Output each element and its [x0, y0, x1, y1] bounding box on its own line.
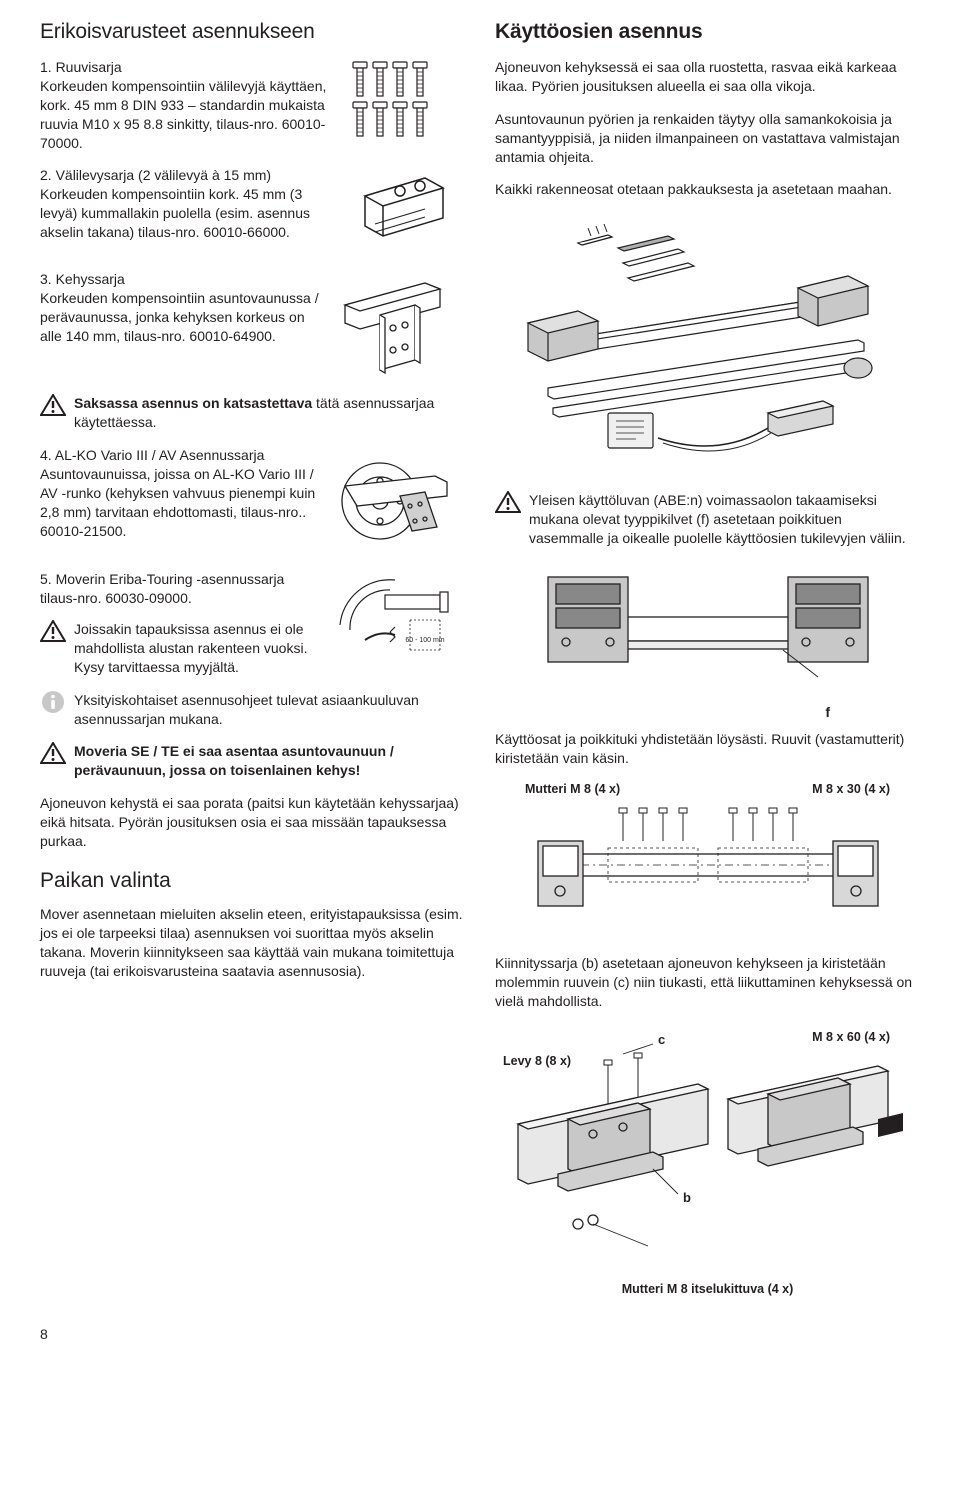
- item-3: 3. Kehyssarja Korkeuden kompensointiin a…: [40, 270, 465, 380]
- left-para-1: Ajoneuvon kehystä ei saa porata (paitsi …: [40, 794, 465, 851]
- crossbar-assembly-figure: [495, 806, 920, 936]
- warn1-bold: Saksassa asennus on katsastettava: [74, 395, 316, 411]
- left-heading-2: Paikan valinta: [40, 869, 465, 893]
- screws-icon: [345, 58, 465, 138]
- right-para-5: Kiinnityssarja (b) asetetaan ajoneuvon k…: [495, 954, 920, 1011]
- warn2-text: Joissakin tapauksissa asennus ei ole mah…: [74, 620, 323, 677]
- svg-text:b: b: [683, 1190, 691, 1205]
- item4-lead: 4. AL-KO Vario III / AV Asennussarja: [40, 447, 264, 463]
- item-4: 4. AL-KO Vario III / AV Asennussarja Asu…: [40, 446, 465, 556]
- item4-bold: tarvitaan ehdottomasti,: [95, 504, 237, 520]
- warning-icon: [40, 620, 66, 642]
- left-heading-1: Erikoisvarusteet asennukseen: [40, 20, 465, 44]
- item-2: 2. Välilevysarja (2 välilevyä à 15 mm) K…: [40, 166, 465, 256]
- label-m8x60: M 8 x 60 (4 x): [812, 1030, 890, 1044]
- label-itselukittuva: Mutteri M 8 itselukittuva (4 x): [495, 1282, 920, 1296]
- svg-text:c: c: [658, 1032, 665, 1047]
- spacer-icon: [345, 166, 465, 256]
- item-5: 5. Moverin Eriba-Touring -asennussarja t…: [40, 570, 465, 676]
- info-1: Yksityiskohtaiset asennusohjeet tulevat …: [40, 691, 465, 729]
- f-label: f: [495, 704, 920, 720]
- info1-text: Yksityiskohtaiset asennusohjeet tulevat …: [74, 691, 465, 729]
- right-column: Käyttöosien asennus Ajoneuvon kehyksessä…: [495, 20, 920, 1296]
- item2-body: Korkeuden kompensointiin kork. 45 mm (3 …: [40, 186, 310, 240]
- item2-lead: 2. Välilevysarja (2 välilevyä à 15 mm): [40, 167, 271, 183]
- eriba-kit-icon: 60 - 100 mm: [335, 570, 465, 670]
- bolt-labels-row: Mutteri M 8 (4 x) M 8 x 30 (4 x): [495, 782, 920, 796]
- warning-icon: [40, 394, 66, 416]
- alko-kit-icon: [335, 446, 465, 556]
- item3-bold: alle 140 mm,: [40, 328, 120, 344]
- typeplate-figure: [495, 562, 920, 692]
- item1-body: Korkeuden kompensointiin välilevyjä käyt…: [40, 78, 326, 151]
- right-para-4: Käyttöosat ja poikkituki yhdistetään löy…: [495, 730, 920, 768]
- item3-body1: Korkeuden kompensointiin asuntovaunussa …: [40, 290, 319, 325]
- frame-kit-icon: [335, 270, 465, 380]
- exploded-view-figure: [495, 213, 920, 473]
- right-warning-1: Yleisen käyttöluvan (ABE:n) voimassaolon…: [495, 491, 920, 548]
- item5-lead: 5. Moverin Eriba-Touring -asennussarja: [40, 571, 284, 587]
- item3-body2: tilaus-nro. 60010-64900.: [120, 328, 276, 344]
- info-icon: [40, 691, 66, 713]
- label-m8x30: M 8 x 30 (4 x): [812, 782, 890, 796]
- item-1: 1. Ruuvisarja Korkeuden kompensointiin v…: [40, 58, 465, 152]
- item1-lead: 1. Ruuvisarja: [40, 59, 122, 75]
- right-para-3: Kaikki rakenneosat otetaan pakkauksesta …: [495, 180, 920, 199]
- warning-3: Moveria SE / TE ei saa asentaa asuntovau…: [40, 742, 465, 780]
- item3-lead: 3. Kehyssarja: [40, 271, 125, 287]
- right-para-2: Asuntovaunun pyörien ja renkaiden täytyy…: [495, 110, 920, 167]
- warning-1: Saksassa asennus on katsastettava tätä a…: [40, 394, 465, 432]
- item5-body: tilaus-nro. 60030-09000.: [40, 590, 192, 606]
- label-m8-nut: Mutteri M 8 (4 x): [525, 782, 620, 796]
- warn3-text: Moveria SE / TE ei saa asentaa asuntovau…: [74, 743, 394, 778]
- left-para-2: Mover asennetaan mieluiten akselin eteen…: [40, 905, 465, 981]
- bracket-mount-figure: c b Levy 8 (8 x) M 8 x 60 (4 x): [495, 1024, 920, 1264]
- warning-icon: [495, 491, 521, 513]
- left-column: Erikoisvarusteet asennukseen 1. Ruuvisar…: [40, 20, 465, 1296]
- right-heading-1: Käyttöosien asennus: [495, 20, 920, 44]
- right-para-1: Ajoneuvon kehyksessä ei saa olla ruostet…: [495, 58, 920, 96]
- label-levy: Levy 8 (8 x): [503, 1054, 571, 1069]
- page-number: 8: [40, 1326, 920, 1342]
- svg-text:60 - 100 mm: 60 - 100 mm: [405, 637, 444, 644]
- right-warn1-text: Yleisen käyttöluvan (ABE:n) voimassaolon…: [529, 491, 920, 548]
- warning-icon: [40, 742, 66, 764]
